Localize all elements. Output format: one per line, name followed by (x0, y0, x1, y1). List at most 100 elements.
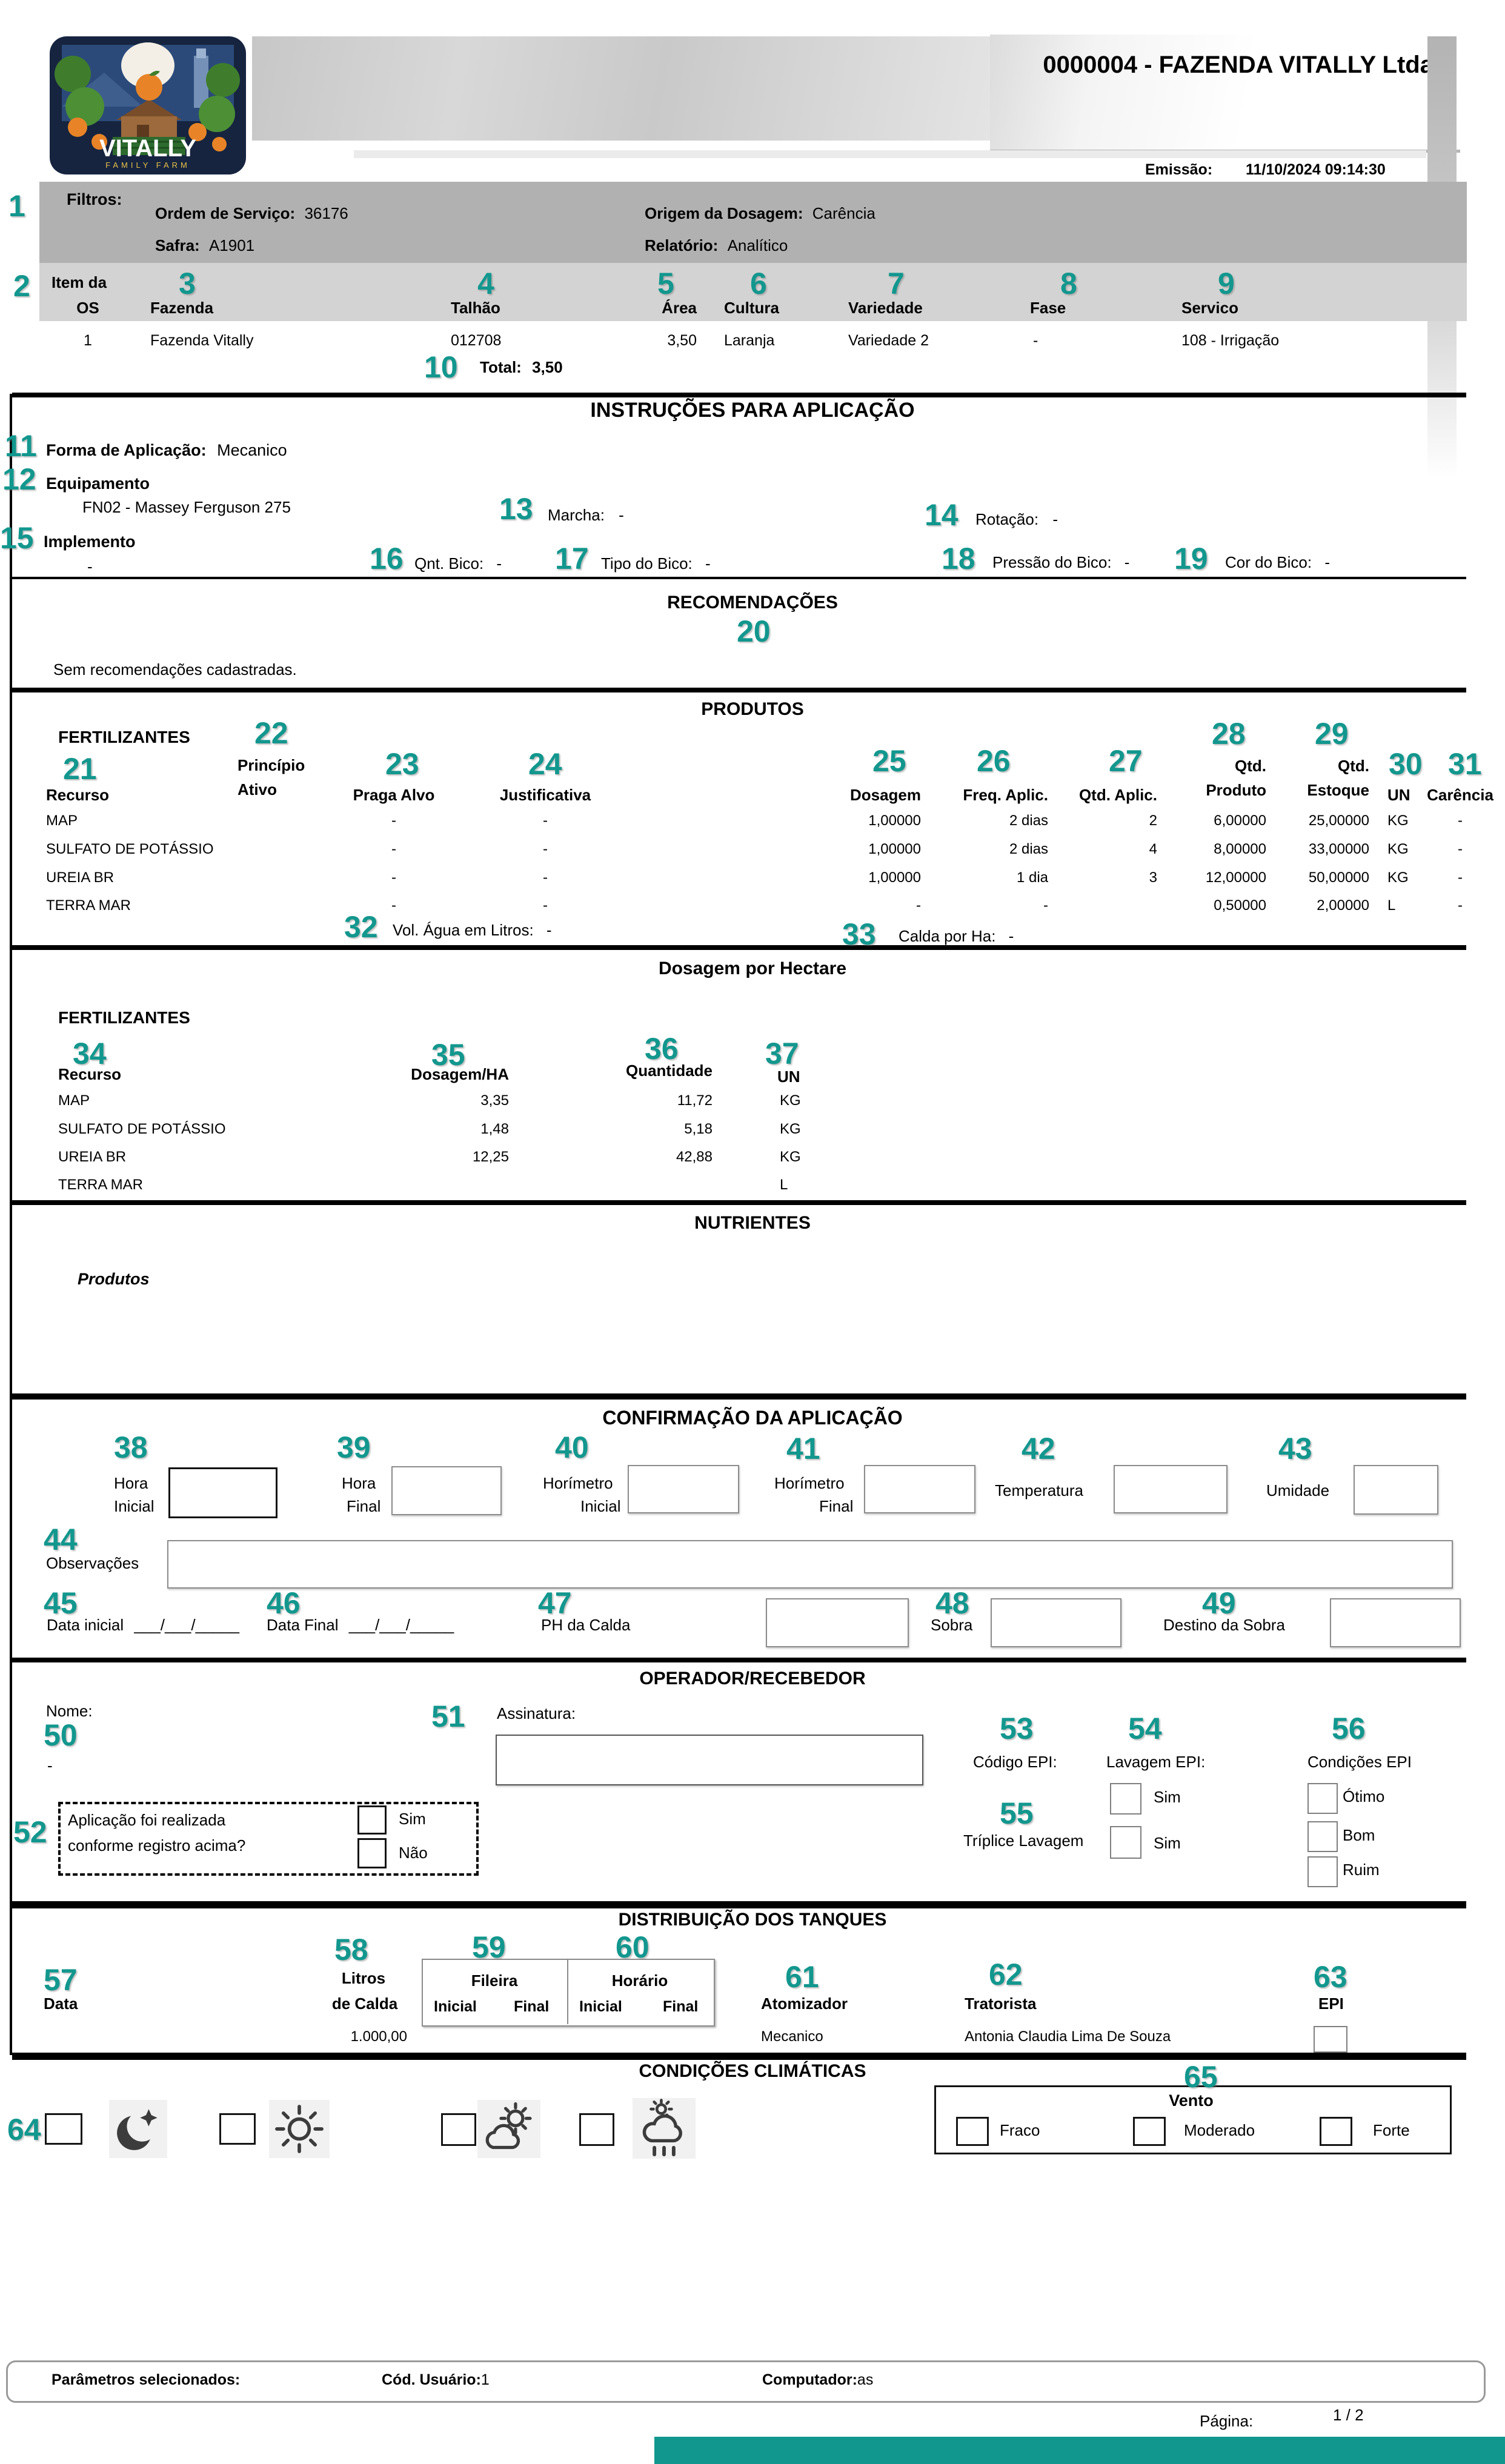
triplice-sim-checkbox[interactable] (1110, 1826, 1141, 1859)
col-header-data: Data (44, 1994, 78, 2013)
produtos-title: PRODUTOS (701, 699, 804, 719)
col-header-fileira: Fileira (471, 1971, 518, 1990)
header-gradient-band (252, 36, 991, 141)
data-final-field[interactable]: Data Final ___/___/_____ (267, 1616, 454, 1635)
cell-qtd-estoque: 2,00000 (1317, 897, 1369, 914)
equipamento-label: Equipamento (46, 474, 150, 493)
data-final-label: Data Final (267, 1616, 339, 1634)
col-header-recurso: Recurso (58, 1065, 122, 1083)
filters-box (39, 182, 1467, 263)
os-header-cultura: Cultura (724, 299, 779, 317)
pressao-bico-label: Pressão do Bico: (992, 553, 1112, 571)
condicoes-epi-label: Condições EPI (1307, 1753, 1412, 1771)
umidade-field[interactable] (1354, 1465, 1438, 1515)
fileira-horario-header-box (422, 1959, 715, 2027)
horimetro-final-label-l1: Horímetro (774, 1474, 845, 1492)
climaticas-title: CONDIÇÕES CLIMÁTICAS (639, 2061, 866, 2081)
observacoes-field[interactable] (167, 1540, 1453, 1589)
destino-sobra-field[interactable] (1330, 1598, 1461, 1647)
instrucoes-title: INSTRUÇÕES PARA APLICAÇÃO (590, 399, 915, 422)
vol-agua-value: - (546, 921, 552, 939)
os-row-fazenda: Fazenda Vitally (150, 332, 254, 349)
som-marker-28: 28 (1212, 717, 1246, 751)
som-marker-1: 1 (8, 189, 25, 223)
os-row-fase: - (1033, 332, 1038, 349)
os-header-variedade: Variedade (848, 299, 923, 317)
cell-un: KG (780, 1092, 801, 1109)
col-header-tratorista: Tratorista (965, 1994, 1037, 2013)
col-header-horario-inicial: Inicial (579, 1998, 622, 2015)
vento-fraco-checkbox[interactable] (956, 2117, 989, 2146)
os-row-variedade: Variedade 2 (848, 332, 929, 349)
clima-noite-checkbox[interactable] (45, 2113, 82, 2145)
os-row-talhao: 012708 (451, 332, 502, 349)
cell-litros-calda: 1.000,00 (350, 2028, 407, 2045)
som-marker-2: 2 (13, 269, 30, 303)
som-marker-13: 13 (499, 492, 533, 526)
pergunta-sim-checkbox[interactable] (357, 1805, 387, 1835)
clima-chuva-checkbox[interactable] (579, 2113, 614, 2146)
horimetro-final-field[interactable] (864, 1465, 975, 1513)
som-marker-20: 20 (737, 614, 771, 648)
calda-por-ha: Calda por Ha: - (899, 927, 1014, 946)
som-marker-18: 18 (942, 542, 975, 576)
vento-moderado-label: Moderado (1184, 2121, 1255, 2139)
vento-moderado-checkbox[interactable] (1133, 2117, 1166, 2146)
condicoes-otimo-checkbox[interactable] (1307, 1783, 1338, 1814)
condicoes-ruim-checkbox[interactable] (1307, 1856, 1338, 1887)
cell-qtd-produto: 8,00000 (1214, 841, 1266, 857)
hora-inicial-label-l1: Hora (114, 1474, 148, 1492)
emissao-label: Emissão: (1145, 161, 1213, 178)
cell-justificativa: - (543, 841, 548, 857)
forma-aplicacao: Forma de Aplicação: Mecanico (46, 441, 287, 460)
data-final-mask: ___/___/_____ (348, 1616, 454, 1634)
pressao-bico: Pressão do Bico: - (992, 553, 1129, 572)
cell-qtd-aplic: 2 (1149, 812, 1157, 829)
hora-inicial-label-l2: Inicial (114, 1497, 154, 1515)
som-marker-41: 41 (786, 1432, 820, 1466)
col-header-principio-l1: Princípio (238, 756, 305, 774)
col-header-quantidade: Quantidade (625, 1061, 713, 1080)
col-header-freq: Freq. Aplic. (963, 786, 1048, 804)
assinatura-field[interactable] (496, 1735, 923, 1785)
clima-sol-checkbox[interactable] (219, 2113, 256, 2145)
rotacao: Rotação: - (975, 510, 1058, 529)
condicoes-bom-label: Bom (1343, 1826, 1375, 1844)
data-inicial-field[interactable]: Data inicial ___/___/_____ (47, 1616, 239, 1635)
triplice-lavagem-label: Tríplice Lavagem (963, 1831, 1084, 1850)
temperatura-label: Temperatura (995, 1481, 1083, 1499)
horimetro-inicial-field[interactable] (628, 1465, 739, 1513)
nome-label: Nome: (46, 1702, 93, 1720)
cell-justificativa: - (543, 897, 548, 914)
vento-forte-checkbox[interactable] (1320, 2117, 1352, 2146)
os-header-item-line1: Item da (51, 273, 107, 291)
col-header-horario-final: Final (663, 1998, 699, 2015)
computador-value: as (857, 2371, 874, 2388)
pergunta-nao-checkbox[interactable] (357, 1838, 387, 1868)
som-marker-43: 43 (1278, 1432, 1312, 1466)
os-table-header-band (39, 263, 1467, 321)
condicoes-bom-checkbox[interactable] (1307, 1821, 1338, 1852)
temperatura-field[interactable] (1114, 1465, 1228, 1513)
cell-un: KG (1387, 812, 1409, 829)
col-header-principio-l2: Ativo (238, 780, 277, 799)
clima-sol-nuvem-checkbox[interactable] (441, 2113, 476, 2146)
hora-final-field[interactable] (391, 1466, 502, 1515)
lavagem-sim-checkbox[interactable] (1110, 1783, 1141, 1815)
cell-dosagem-ha: 12,25 (472, 1149, 509, 1165)
ph-calda-field[interactable] (766, 1598, 909, 1647)
col-header-dosagem-ha: Dosagem/HA (411, 1065, 509, 1083)
vento-label: Vento (1169, 2091, 1214, 2110)
sobra-field[interactable] (991, 1598, 1121, 1647)
som-marker-51: 51 (431, 1699, 465, 1733)
som-marker-27: 27 (1109, 744, 1143, 778)
epi-row-checkbox[interactable] (1314, 2026, 1347, 2053)
section-divider (12, 1393, 1466, 1400)
som-marker-54: 54 (1128, 1712, 1162, 1745)
hora-inicial-field[interactable] (168, 1467, 277, 1518)
pergunta-l2: conforme registro acima? (68, 1836, 246, 1855)
som-marker-19: 19 (1174, 542, 1208, 576)
page-left-border (10, 394, 12, 2055)
cell-qtd-estoque: 33,00000 (1308, 841, 1369, 857)
hora-final-label-l1: Hora (342, 1474, 376, 1492)
